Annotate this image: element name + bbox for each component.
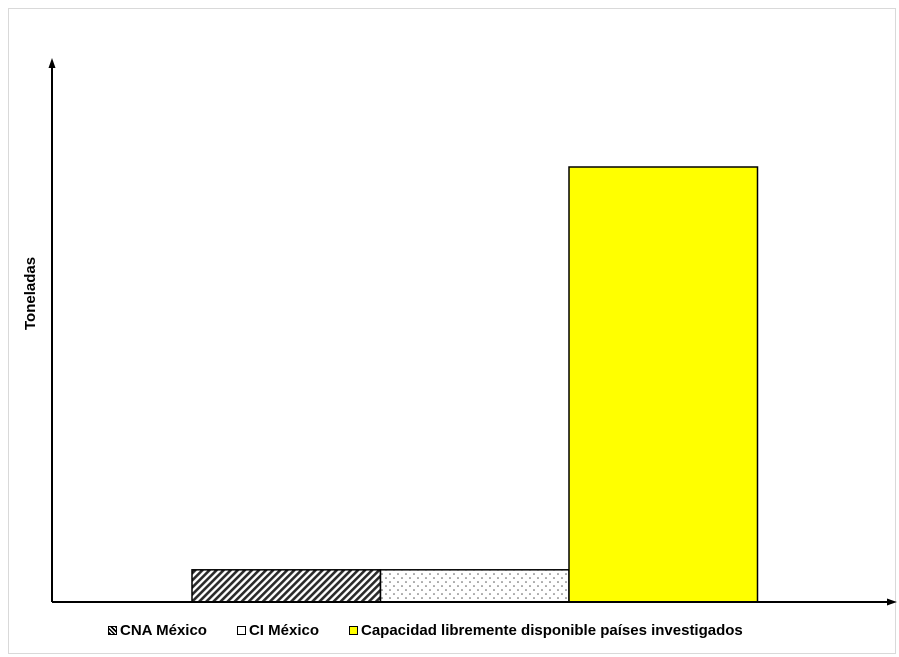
y-axis-arrow xyxy=(48,58,56,68)
legend-label-cna: CNA México xyxy=(120,622,207,639)
bar-capacidad-disponible xyxy=(568,166,759,603)
legend-item-ci: CI México xyxy=(236,622,319,639)
legend: CNA México CI México Capacidad librement… xyxy=(108,622,743,639)
legend-item-capacidad: Capacidad libremente disponible países i… xyxy=(349,622,743,639)
x-axis-arrow xyxy=(887,598,897,606)
y-axis-label: Toneladas xyxy=(22,256,39,330)
bar-ci-mexico xyxy=(379,569,570,603)
bar-cna-mexico xyxy=(191,569,382,603)
legend-swatch-dots xyxy=(236,626,246,635)
legend-label-capacidad: Capacidad libremente disponible países i… xyxy=(361,622,743,639)
legend-swatch-yellow xyxy=(349,626,358,635)
legend-item-cna: CNA México xyxy=(108,622,207,639)
legend-label-ci: CI México xyxy=(248,622,319,639)
legend-swatch-hatch xyxy=(108,626,117,635)
